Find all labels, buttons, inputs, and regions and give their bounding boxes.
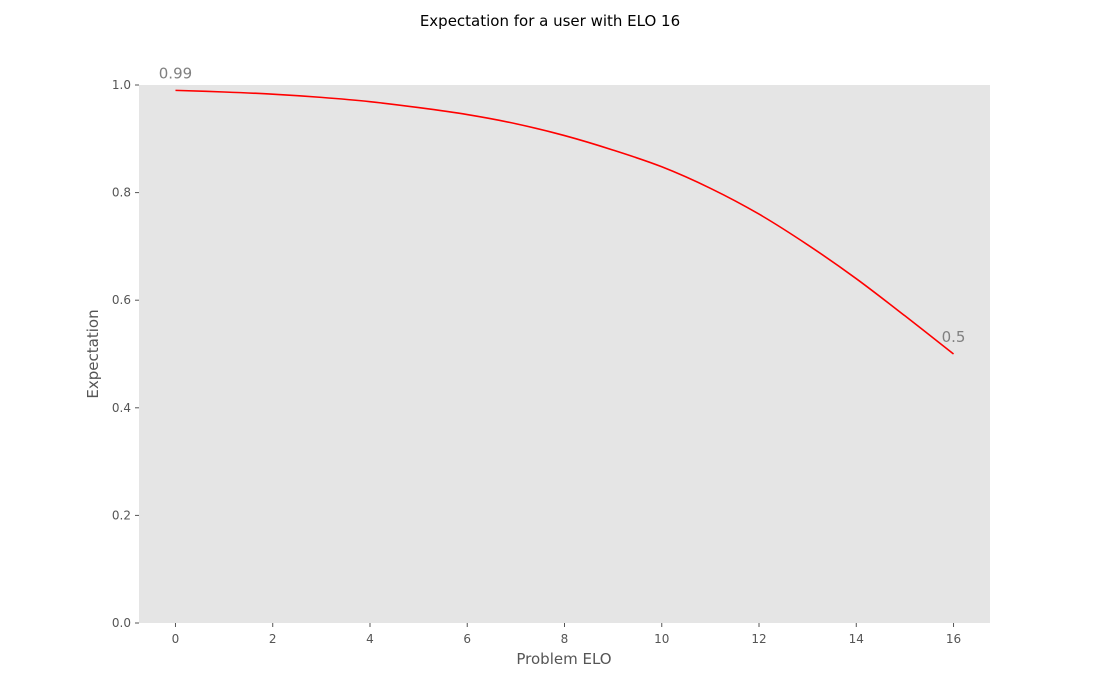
series-line [175, 89, 955, 355]
x-tick-label: 16 [946, 632, 961, 646]
x-axis: 0 2 4 6 8 10 12 14 16 [172, 623, 961, 646]
y-axis: 0.0 0.2 0.4 0.6 0.8 1.0 [112, 78, 139, 630]
y-tick-label: 0.4 [112, 401, 131, 415]
data-label: 0.99 [159, 64, 192, 82]
x-tick-label: 8 [561, 632, 569, 646]
chart-title: Expectation for a user with ELO 16 [420, 12, 680, 30]
x-tick-label: 6 [463, 632, 471, 646]
x-tick-label: 10 [654, 632, 669, 646]
y-tick-label: 0.0 [112, 616, 131, 630]
y-tick-label: 0.8 [112, 186, 131, 200]
y-axis-label: Expectation [84, 309, 102, 398]
annotations: 0.99 0.5 [159, 64, 966, 346]
x-tick-label: 2 [269, 632, 277, 646]
data-label: 0.5 [942, 328, 966, 346]
x-tick-label: 4 [366, 632, 374, 646]
y-tick-label: 1.0 [112, 78, 131, 92]
x-tick-label: 0 [172, 632, 180, 646]
y-tick-label: 0.2 [112, 508, 131, 522]
x-tick-label: 12 [751, 632, 766, 646]
x-axis-label: Problem ELO [516, 650, 611, 668]
x-tick-label: 14 [849, 632, 864, 646]
y-tick-label: 0.6 [112, 293, 131, 307]
plot-area [139, 85, 990, 623]
